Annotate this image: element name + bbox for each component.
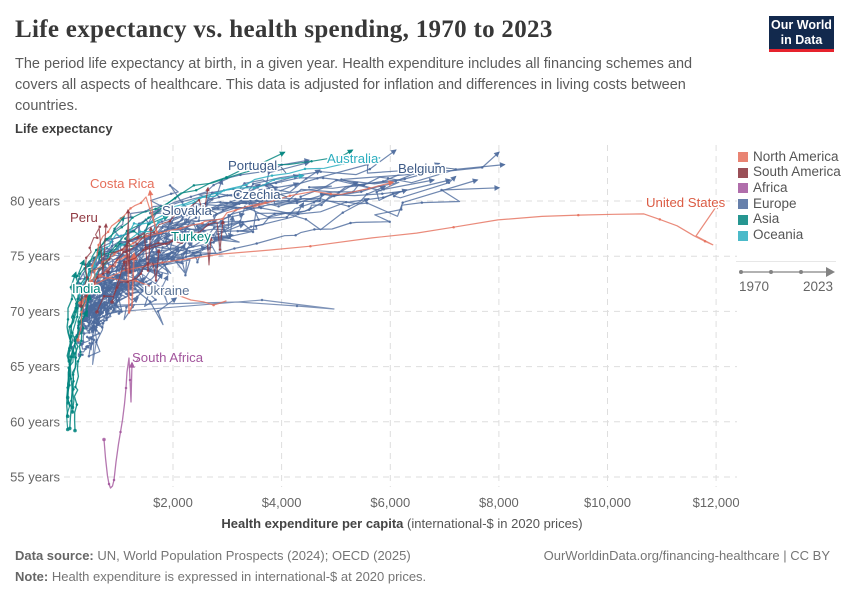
- svg-text:$4,000: $4,000: [262, 495, 302, 510]
- svg-text:India: India: [72, 281, 101, 296]
- svg-text:55 years: 55 years: [10, 470, 60, 485]
- svg-text:Turkey: Turkey: [171, 229, 211, 244]
- svg-text:$12,000: $12,000: [693, 495, 740, 510]
- svg-text:70 years: 70 years: [10, 304, 60, 319]
- svg-text:Costa Rica: Costa Rica: [90, 176, 155, 191]
- svg-text:$2,000: $2,000: [153, 495, 193, 510]
- svg-text:Portugal: Portugal: [228, 158, 277, 173]
- svg-text:75 years: 75 years: [10, 249, 60, 264]
- svg-text:South Africa: South Africa: [132, 350, 204, 365]
- svg-text:United States: United States: [646, 195, 726, 210]
- svg-text:$8,000: $8,000: [479, 495, 519, 510]
- svg-text:$6,000: $6,000: [370, 495, 410, 510]
- svg-text:Slovakia: Slovakia: [162, 203, 213, 218]
- svg-text:Belgium: Belgium: [398, 161, 446, 176]
- svg-text:80 years: 80 years: [10, 194, 60, 209]
- svg-text:Australia: Australia: [327, 151, 379, 166]
- svg-text:65 years: 65 years: [10, 359, 60, 374]
- svg-text:Peru: Peru: [70, 210, 98, 225]
- svg-text:Ukraine: Ukraine: [144, 283, 189, 298]
- svg-text:Czechia: Czechia: [233, 187, 281, 202]
- svg-text:$10,000: $10,000: [584, 495, 631, 510]
- svg-text:60 years: 60 years: [10, 414, 60, 429]
